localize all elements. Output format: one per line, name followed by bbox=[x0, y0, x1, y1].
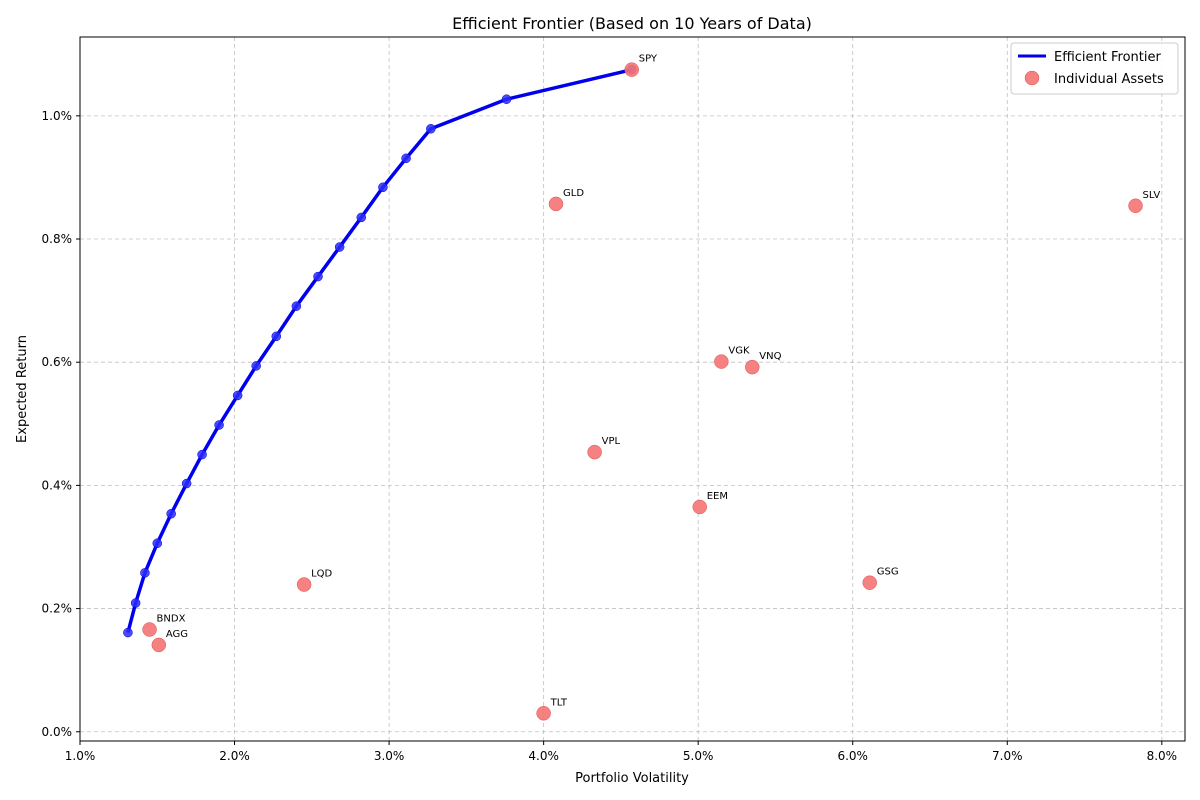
x-axis-ticks: 1.0% 2.0% 3.0% 4.0% 5.0% 6.0% 7.0% 8.0% bbox=[65, 741, 1177, 763]
frontier-point bbox=[291, 301, 302, 311]
frontier-point bbox=[401, 153, 411, 164]
asset-point bbox=[587, 444, 602, 460]
x-tick-label: 4.0% bbox=[528, 749, 559, 763]
y-axis-ticks: 0.0% 0.2% 0.4% 0.6% 0.8% 1.0% bbox=[42, 109, 80, 739]
frontier-point bbox=[501, 94, 512, 104]
frontier-point bbox=[197, 449, 207, 460]
frontier-point bbox=[334, 242, 345, 252]
y-tick-label: 0.6% bbox=[42, 355, 73, 369]
asset-point bbox=[296, 577, 312, 592]
frontier-point bbox=[426, 124, 436, 134]
legend: Efficient Frontier Individual Assets bbox=[1010, 42, 1179, 95]
y-axis-label: Expected Return bbox=[15, 335, 30, 443]
asset-label: SLV bbox=[1143, 190, 1161, 201]
frontier-series bbox=[123, 64, 637, 638]
x-tick-label: 3.0% bbox=[374, 749, 405, 763]
frontier-point bbox=[271, 331, 282, 342]
grid bbox=[79, 37, 1185, 741]
asset-point bbox=[1128, 198, 1143, 214]
asset-point bbox=[151, 637, 167, 653]
x-tick-label: 7.0% bbox=[992, 749, 1023, 763]
asset-label: SPY bbox=[639, 54, 658, 65]
frontier-point bbox=[152, 538, 163, 549]
asset-point bbox=[142, 622, 157, 637]
frontier-point bbox=[356, 212, 367, 223]
frontier-point bbox=[232, 390, 243, 401]
frontier-point bbox=[214, 420, 224, 430]
chart-title: Efficient Frontier (Based on 10 Years of… bbox=[452, 14, 812, 33]
y-tick-label: 0.0% bbox=[42, 725, 73, 739]
x-tick-label: 6.0% bbox=[837, 749, 868, 763]
frontier-point bbox=[140, 568, 150, 578]
x-tick-label: 5.0% bbox=[683, 749, 714, 763]
asset-label: VPL bbox=[602, 436, 621, 447]
frontier-point bbox=[166, 508, 176, 519]
frontier-point bbox=[378, 182, 388, 193]
x-tick-label: 8.0% bbox=[1147, 749, 1178, 763]
asset-annotations: SPY GLD SLV VGK VNQ VPL EEM LQD GSG BNDX AGG TLT bbox=[157, 54, 1161, 709]
legend-assets-label: Individual Assets bbox=[1054, 72, 1164, 87]
legend-frontier-label: Efficient Frontier bbox=[1054, 50, 1161, 65]
legend-box bbox=[1010, 42, 1179, 95]
x-axis-label: Portfolio Volatility bbox=[575, 771, 689, 786]
x-tick-label: 1.0% bbox=[65, 749, 96, 763]
frontier-point bbox=[123, 627, 133, 638]
assets-series bbox=[142, 62, 1143, 721]
asset-point bbox=[862, 575, 877, 590]
asset-label: TLT bbox=[550, 697, 568, 708]
plot-frame bbox=[79, 36, 1186, 742]
frontier-point bbox=[130, 598, 141, 608]
legend-assets-swatch bbox=[1024, 70, 1040, 86]
asset-point bbox=[624, 62, 639, 77]
asset-point bbox=[745, 359, 760, 375]
asset-label: BNDX bbox=[157, 614, 186, 625]
asset-point bbox=[692, 499, 707, 515]
asset-label: VGK bbox=[728, 346, 750, 357]
y-tick-label: 1.0% bbox=[42, 109, 73, 123]
frontier-line bbox=[126, 67, 633, 634]
y-tick-label: 0.4% bbox=[42, 478, 73, 492]
frontier-point bbox=[313, 271, 323, 282]
asset-label: VNQ bbox=[759, 351, 781, 362]
frontier-point bbox=[251, 361, 261, 371]
asset-point bbox=[548, 196, 564, 212]
asset-label: GSG bbox=[877, 567, 899, 578]
y-tick-label: 0.8% bbox=[42, 232, 73, 246]
asset-label: AGG bbox=[166, 629, 188, 640]
asset-label: GLD bbox=[563, 188, 584, 199]
frontier-point bbox=[181, 478, 192, 489]
y-tick-label: 0.2% bbox=[42, 602, 73, 616]
asset-label: EEM bbox=[707, 491, 728, 502]
asset-label: LQD bbox=[311, 569, 332, 580]
asset-point bbox=[714, 354, 729, 369]
asset-point bbox=[536, 706, 551, 721]
x-tick-label: 2.0% bbox=[219, 749, 250, 763]
